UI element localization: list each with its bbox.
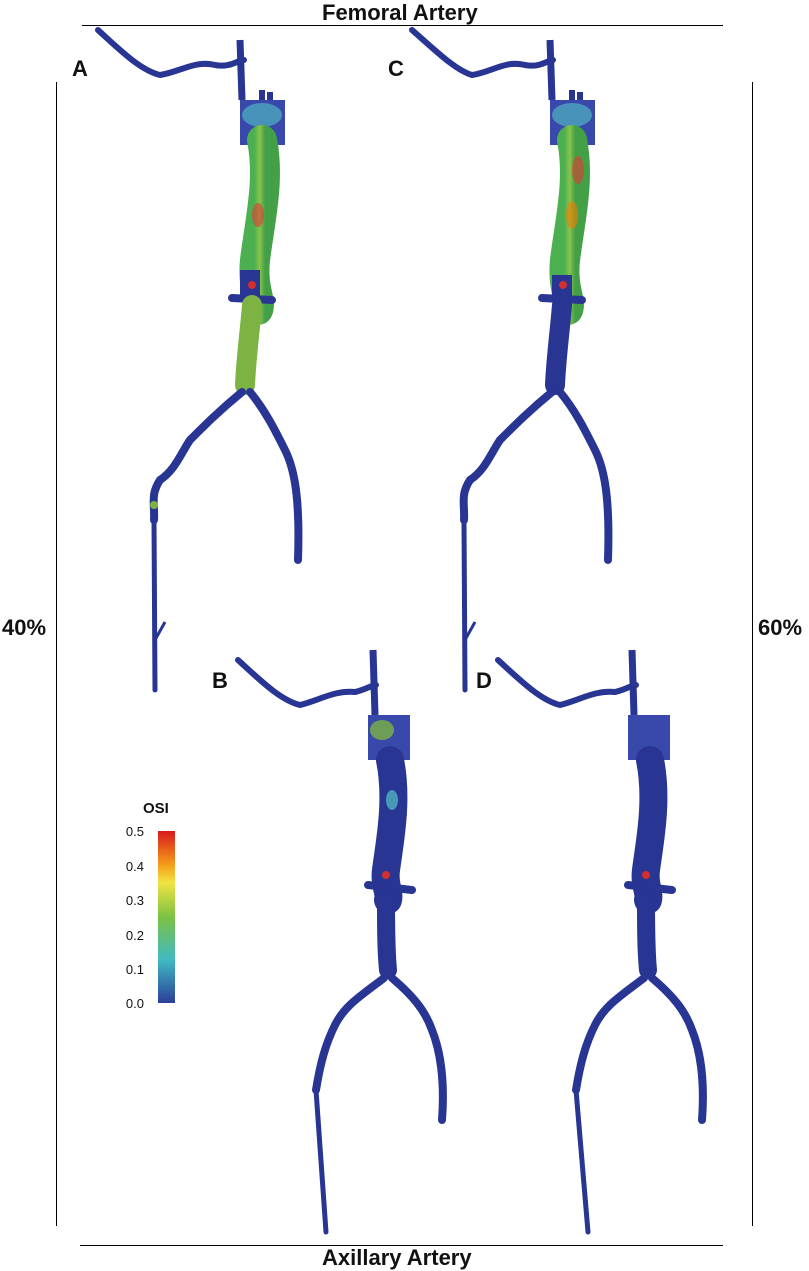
panel-label-d: D (476, 668, 492, 693)
vessel-panel-b (235, 649, 447, 1235)
top-title: Femoral Artery (322, 0, 478, 25)
colorbar-tick-0-0: 0.0 (125, 996, 144, 1011)
colorbar-tick-0-4: 0.4 (125, 859, 144, 874)
right-rule (752, 82, 753, 1226)
vessel-panel-a (95, 27, 303, 693)
panel-label-b: B (212, 668, 228, 693)
vessel-panel-d (495, 649, 707, 1235)
left-rule (56, 82, 57, 1226)
bottom-rule (80, 1245, 723, 1246)
panel-label-a: A (72, 56, 88, 81)
left-percent-label: 40% (2, 615, 47, 640)
vessel-panel-c (409, 27, 613, 693)
panel-label-c: C (388, 56, 404, 81)
bottom-title: Axillary Artery (322, 1245, 472, 1270)
colorbar-tick-0-2: 0.2 (125, 928, 144, 943)
right-percent-label: 60% (758, 615, 803, 640)
colorbar-tick-0-1: 0.1 (125, 962, 144, 977)
osi-colorbar (158, 831, 175, 1003)
colorbar-title: OSI (143, 800, 169, 817)
colorbar-tick-0-5: 0.5 (125, 824, 144, 839)
colorbar-tick-0-3: 0.3 (125, 893, 144, 908)
top-rule (82, 25, 723, 26)
